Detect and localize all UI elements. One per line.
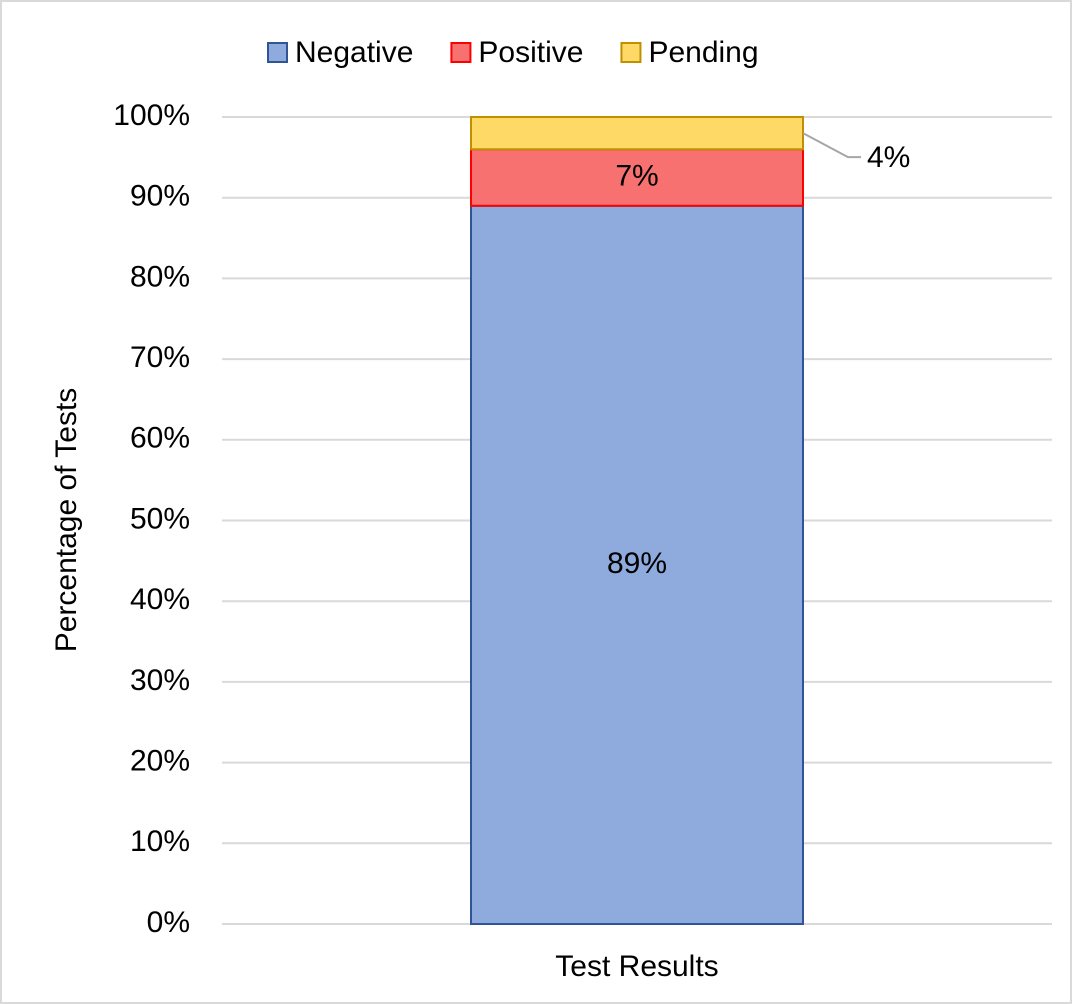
y-tick-label: 30%	[130, 664, 190, 697]
y-tick-label: 10%	[130, 825, 190, 858]
y-tick-label: 40%	[130, 583, 190, 616]
y-tick-label: 70%	[130, 341, 190, 374]
y-tick-label: 20%	[130, 745, 190, 778]
y-tick-label: 80%	[130, 260, 190, 293]
y-tick-label: 90%	[130, 180, 190, 213]
legend-swatch	[267, 42, 288, 63]
leader-line	[802, 132, 861, 159]
y-tick-label: 100%	[113, 99, 190, 132]
y-tick-label: 0%	[147, 906, 190, 939]
legend-label: Positive	[478, 36, 583, 69]
legend-label: Pending	[648, 36, 758, 69]
legend-swatch	[620, 42, 642, 63]
x-tick-label: Test Results	[555, 950, 718, 983]
y-axis-title: Percentage of Tests	[50, 388, 83, 653]
y-tick-label: 50%	[130, 502, 190, 535]
data-label: 7%	[615, 159, 658, 192]
data-label: 89%	[607, 547, 667, 580]
bar-segment	[470, 204, 804, 925]
y-tick-label: 60%	[130, 422, 190, 455]
bar-segment	[470, 116, 804, 151]
legend-swatch	[450, 42, 472, 63]
bar-segment	[470, 148, 804, 207]
data-label: 4%	[867, 141, 910, 174]
legend-label: Negative	[295, 36, 413, 69]
